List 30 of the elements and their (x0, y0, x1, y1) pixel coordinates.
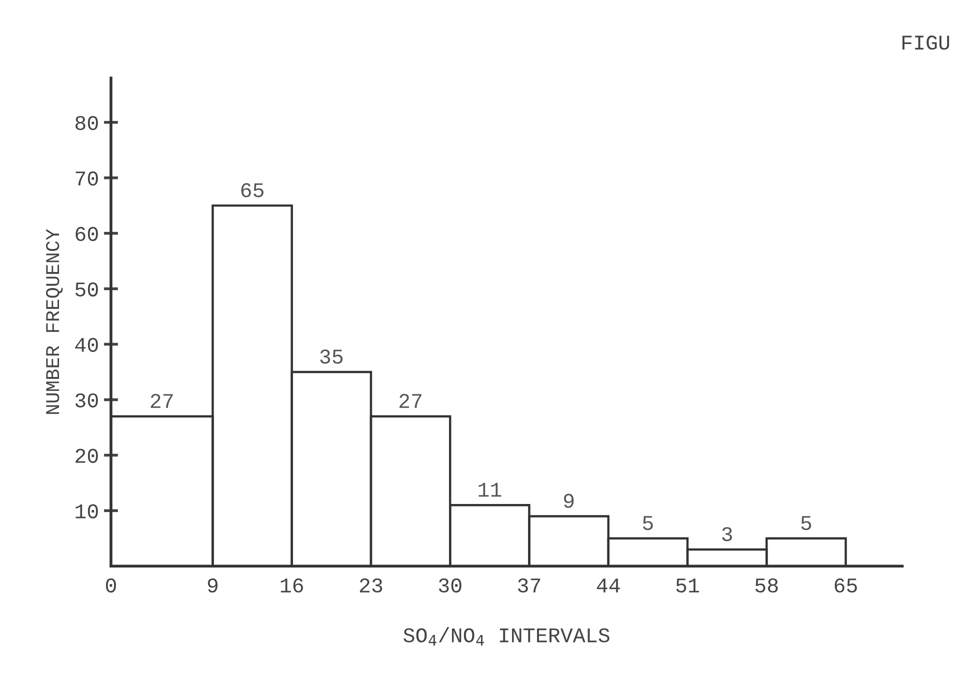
x-tick-label: 0 (106, 578, 116, 593)
x-tick-label: 37 (518, 578, 540, 593)
y-tick-label: 20 (76, 448, 98, 463)
data-label: 27 (150, 394, 173, 408)
y-tick-label: 40 (75, 338, 98, 352)
data-label: 11 (478, 482, 502, 497)
y-axis-title: NUMBER FREQUENCY (46, 229, 63, 414)
data-label: 5 (801, 516, 812, 530)
y-tick-label: 70 (76, 171, 98, 186)
y-tick-label: 30 (75, 393, 98, 408)
x-axis-title: SO$_{4}$/NO$_{4}$ INTERVALS (404, 627, 610, 646)
data-label: 9 (564, 494, 574, 508)
y-tick-label: 80 (76, 116, 98, 130)
text: FIGU (902, 36, 950, 50)
data-label: 35 (320, 350, 343, 364)
x-tick-label: 16 (280, 578, 303, 593)
data-label: 5 (642, 516, 653, 530)
x-tick-label: 23 (360, 578, 382, 593)
data-label: 65 (241, 183, 264, 198)
x-tick-label: 51 (676, 578, 699, 593)
x-tick-label: 44 (596, 578, 620, 592)
data-label: 27 (400, 394, 422, 408)
y-tick-label: 50 (75, 282, 98, 297)
x-tick-label: 9 (208, 578, 218, 593)
x-tick-label: 58 (755, 578, 778, 593)
x-tick-label: 30 (438, 578, 462, 593)
y-tick-label: 60 (76, 226, 98, 242)
y-tick-label: 10 (76, 504, 98, 518)
x-tick-label: 65 (834, 578, 857, 593)
data-label: 3 (722, 527, 732, 542)
